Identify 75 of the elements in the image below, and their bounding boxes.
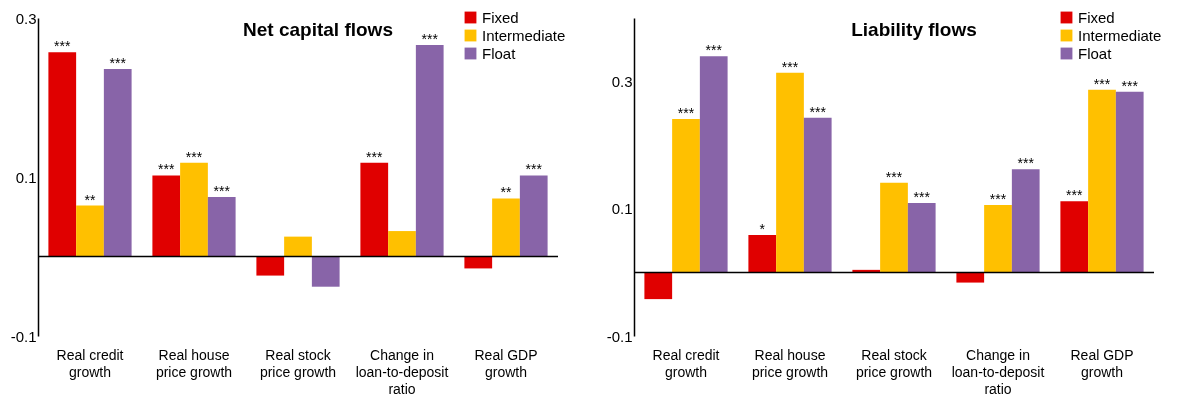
y-tick-label: -0.1 — [10, 327, 37, 345]
legend-label: Fixed — [1078, 8, 1115, 26]
x-tick-label: Change in loan-to-deposit ratio — [355, 346, 449, 397]
bar — [48, 52, 77, 257]
legend-label: Intermediate — [482, 26, 566, 44]
y-tick-label: -0.1 — [606, 327, 633, 345]
bar — [907, 203, 936, 273]
y-tick-label: 0.3 — [15, 9, 37, 27]
x-tick-label: Real GDP growth — [474, 346, 538, 380]
bar — [776, 72, 804, 273]
data-label: *** — [54, 38, 71, 55]
x-tick-label: Real stock price growth — [855, 346, 933, 380]
bar — [699, 56, 728, 273]
bar — [644, 272, 673, 300]
data-label: *** — [1093, 75, 1111, 92]
data-label: ** — [500, 184, 512, 201]
bar — [207, 196, 236, 257]
data-label: *** — [421, 31, 439, 48]
legend-label: Float — [482, 44, 517, 62]
data-label: *** — [809, 103, 827, 120]
x-tick-label: Change in loan-to-deposit ratio — [951, 346, 1045, 397]
y-tick-label: 0.3 — [611, 73, 633, 91]
bar — [180, 162, 208, 257]
x-tick-label: Real house price growth — [751, 346, 829, 380]
bar — [672, 119, 700, 273]
bar — [1060, 201, 1089, 273]
legend-label: Float — [1078, 44, 1113, 62]
data-label: *** — [525, 161, 543, 178]
data-label: *** — [185, 148, 203, 165]
bar — [803, 117, 832, 273]
data-label: *** — [366, 148, 383, 165]
data-label: *** — [1017, 155, 1035, 172]
bar — [284, 236, 312, 257]
data-label: *** — [677, 105, 695, 122]
data-label: *** — [781, 58, 799, 75]
data-label: *** — [109, 54, 127, 71]
bar — [388, 231, 416, 257]
bar — [748, 234, 777, 273]
y-tick-label: 0.1 — [611, 200, 633, 218]
legend-label: Fixed — [482, 8, 519, 26]
bar — [152, 175, 181, 257]
data-label: ** — [84, 191, 96, 208]
data-label: *** — [1066, 187, 1083, 204]
data-label: *** — [913, 189, 931, 206]
bar — [415, 45, 444, 257]
bar — [1088, 89, 1116, 273]
bar — [492, 198, 520, 257]
bar — [360, 162, 389, 257]
x-tick-label: Real house price growth — [155, 346, 233, 380]
y-tick-label: 0.1 — [15, 168, 37, 186]
bar — [1011, 169, 1040, 273]
x-tick-label: Real credit growth — [652, 346, 720, 380]
bar — [984, 204, 1012, 273]
chart-title: Net capital flows — [243, 19, 393, 40]
x-tick-label: Real credit growth — [56, 346, 124, 380]
legend-label: Intermediate — [1078, 26, 1162, 44]
bar — [880, 182, 908, 273]
bar — [956, 272, 985, 283]
bar — [76, 205, 104, 257]
data-label: *** — [705, 42, 723, 59]
data-label: *** — [885, 168, 903, 185]
data-label: *** — [989, 190, 1007, 207]
data-label: *** — [158, 161, 175, 178]
data-label: *** — [1121, 77, 1139, 94]
chart-title: Liability flows — [851, 19, 977, 40]
bar — [311, 256, 340, 287]
bar — [1115, 91, 1144, 273]
bar — [103, 68, 132, 257]
data-label: * — [759, 220, 766, 237]
bar — [519, 175, 548, 257]
bar — [464, 256, 493, 269]
bar — [256, 256, 285, 276]
data-label: *** — [213, 182, 231, 199]
x-tick-label: Real GDP growth — [1070, 346, 1134, 380]
x-tick-label: Real stock price growth — [259, 346, 337, 380]
